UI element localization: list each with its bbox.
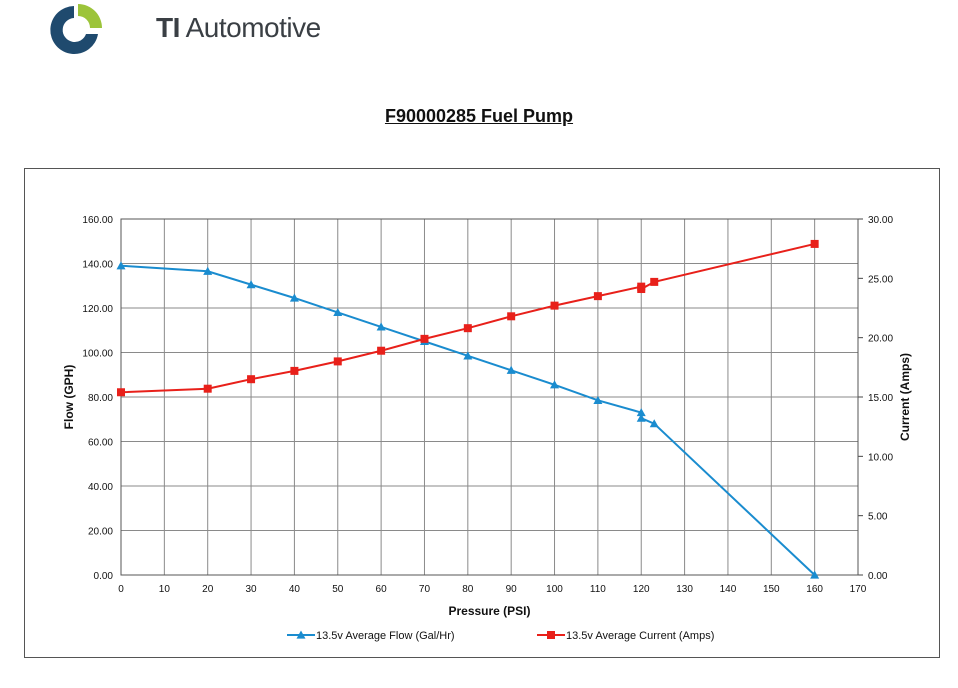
y2-axis-title: Current (Amps)	[898, 353, 912, 441]
flow-data-point	[333, 307, 343, 317]
x-tick-label: 0	[118, 584, 124, 595]
flow-data-point	[810, 570, 820, 579]
current-data-point	[810, 239, 819, 248]
x-tick-label: 160	[806, 584, 823, 595]
current-data-point	[117, 388, 125, 397]
current-data-point	[550, 301, 559, 310]
logo-mark-icon	[50, 4, 102, 54]
x-tick-label: 90	[506, 584, 518, 595]
x-tick-label: 130	[676, 584, 693, 595]
current-data-point	[420, 334, 429, 343]
flow-data-point	[636, 408, 646, 417]
flow-data-point	[289, 293, 299, 302]
y2-tick-label: 15.00	[868, 393, 893, 404]
x-tick-label: 60	[376, 584, 388, 595]
page-title: F90000285 Fuel Pump	[384, 106, 574, 126]
brand-name-rest: Automotive	[185, 12, 322, 43]
flow-data-point	[116, 261, 126, 270]
current-data-point	[463, 324, 472, 333]
current-data-point	[247, 375, 256, 384]
current-data-point	[637, 285, 646, 294]
y-tick-label: 60.00	[88, 438, 113, 449]
y-tick-label: 0.00	[94, 571, 114, 582]
x-tick-label: 40	[289, 584, 301, 595]
x-tick-label: 140	[720, 584, 737, 595]
current-data-point	[507, 312, 516, 321]
legend-label-2: 13.5v Average Current (Amps)	[566, 630, 714, 642]
y2-tick-label: 10.00	[868, 452, 893, 463]
fuel-pump-chart: 0 10 20 30 40 50 60 70 80 90 100 110 120 130 140 150 160…	[62, 215, 912, 642]
flow-data-point	[246, 280, 256, 289]
x-tick-label: 150	[763, 584, 780, 595]
y-tick-label: 80.00	[88, 393, 113, 404]
y-tick-label: 140.00	[82, 260, 113, 271]
y2-tick-label: 0.00	[868, 571, 888, 582]
y-tick-label: 160.00	[82, 215, 113, 226]
current-data-point	[650, 277, 659, 286]
chart-frame: 0 10 20 30 40 50 60 70 80 90 100 110 120 130 140 150 160…	[24, 168, 940, 658]
x-axis-title: Pressure (PSI)	[448, 604, 530, 618]
brand-name-bold: TI	[156, 12, 180, 43]
flow-data-point	[550, 380, 560, 389]
y2-tick-label: 5.00	[868, 512, 888, 523]
y2-tick-label: 30.00	[868, 215, 893, 226]
current-data-point	[203, 384, 212, 393]
current-data-point	[593, 292, 602, 301]
x-tick-label: 80	[462, 584, 474, 595]
plot-area	[120, 218, 859, 576]
y-tick-label: 20.00	[88, 527, 113, 538]
x-tick-label: 170	[850, 584, 867, 595]
x-tick-label: 70	[419, 584, 431, 595]
current-data-point	[377, 346, 386, 355]
flow-data-point	[506, 365, 516, 374]
x-tick-label: 100	[546, 584, 563, 595]
flow-data-point	[376, 322, 386, 331]
current-data-point	[290, 366, 299, 375]
flow-data-point	[593, 395, 603, 404]
x-tick-label: 20	[202, 584, 214, 595]
legend-label-1: 13.5v Average Flow (Gal/Hr)	[316, 630, 455, 642]
brand-name: TI Automotive	[156, 12, 321, 44]
flow-data-point	[636, 413, 646, 422]
flow-data-point	[463, 351, 473, 360]
y-tick-label: 100.00	[82, 349, 113, 360]
ti-automotive-logo: TI Automotive	[44, 2, 321, 58]
x-tick-label: 120	[633, 584, 650, 595]
y-tick-label: 40.00	[88, 482, 113, 493]
y2-tick-label: 20.00	[868, 334, 893, 345]
legend-marker-1	[296, 630, 306, 639]
flow-data-point	[203, 266, 213, 275]
x-tick-label: 110	[590, 584, 606, 595]
x-tick-label: 30	[245, 584, 257, 595]
x-tick-label: 10	[159, 584, 171, 595]
y-axis-title: Flow (GPH)	[62, 365, 76, 430]
current-data-point	[333, 357, 342, 366]
legend-marker-2	[547, 631, 555, 639]
y-tick-label: 120.00	[82, 304, 113, 315]
y2-tick-label: 25.00	[868, 274, 893, 285]
x-tick-label: 50	[332, 584, 344, 595]
flow-data-point	[649, 419, 659, 428]
